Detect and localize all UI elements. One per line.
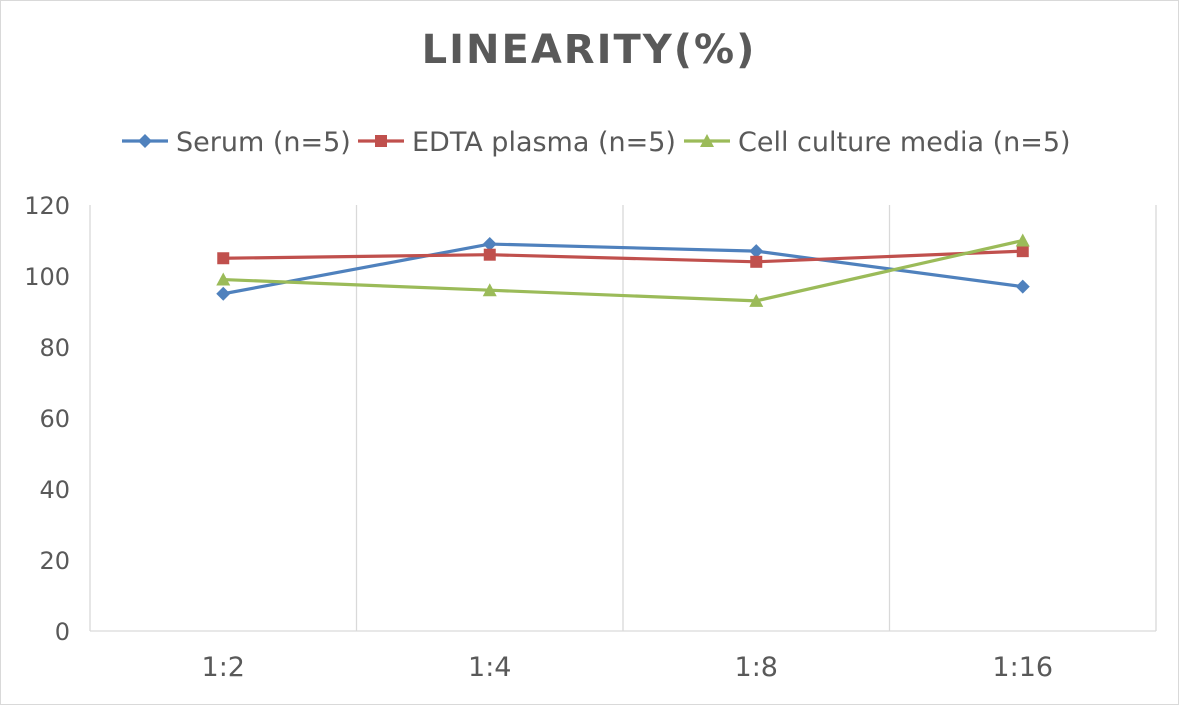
data-point-diamond [138,134,152,148]
data-point-triangle [700,134,714,147]
legend: Serum (n=5) EDTA plasma (n=5) Cell culture… [122,127,1071,158]
y-tick-label: 0 [55,618,70,646]
data-point-triangle [749,293,764,307]
x-tick-label: 1:4 [468,652,511,683]
y-tick-label: 100 [24,263,70,291]
x-tick-label: 1:16 [992,652,1053,683]
grid [89,205,1157,632]
x-axis: 1:2 1:4 1:8 1:16 [202,652,1054,683]
data-point-diamond [216,286,231,301]
data-point-square [750,255,763,268]
x-tick-label: 1:2 [202,652,245,683]
series-line [223,238,1024,303]
series-1 [216,237,1030,301]
legend-label: Serum (n=5) [176,127,351,158]
data-point-diamond [1015,279,1030,294]
data-point-diamond [749,244,764,259]
y-tick-label: 40 [39,476,70,504]
x-tick-label: 1:8 [735,652,778,683]
data-point-triangle [482,283,497,297]
series-line [223,249,1023,264]
legend-label: Cell culture media (n=5) [738,127,1071,158]
data-point-square [1016,245,1029,258]
legend-item: Cell culture media (n=5) [684,127,1071,158]
y-tick-label: 20 [39,547,70,575]
y-tick-label: 80 [39,334,70,362]
data-point-square [483,248,496,261]
chart-title: LINEARITY(%) [422,27,757,73]
data-point-triangle [1015,233,1030,247]
legend-item: EDTA plasma (n=5) [358,127,676,158]
y-tick-label: 120 [24,192,70,220]
series-2 [217,245,1029,268]
data-point-square [217,252,230,265]
data-point-triangle [216,272,231,286]
y-tick-label: 60 [39,405,70,433]
legend-label: EDTA plasma (n=5) [412,127,676,158]
series-group [216,233,1030,307]
series-line [222,242,1023,296]
data-point-diamond [482,237,497,252]
data-point-square [375,135,387,147]
series-3 [216,233,1030,307]
y-axis: 0 20 40 60 80 100 120 [24,192,70,646]
legend-item: Serum (n=5) [122,127,351,158]
